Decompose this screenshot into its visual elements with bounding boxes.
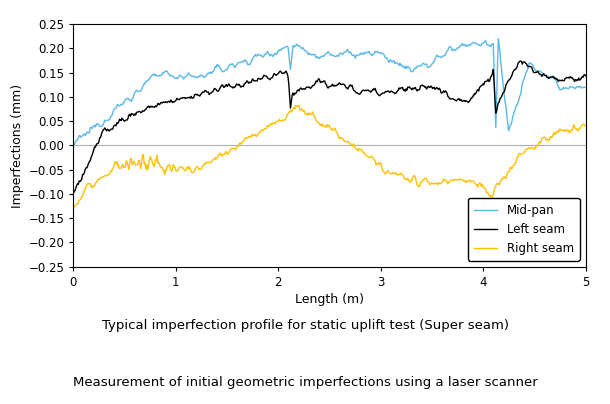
Right seam bbox=[582, 124, 589, 128]
X-axis label: Length (m): Length (m) bbox=[295, 293, 364, 306]
Left seam bbox=[160, 100, 168, 105]
Right seam bbox=[456, 177, 464, 181]
Mid-pan bbox=[70, 143, 77, 148]
Mid-pan bbox=[412, 65, 419, 70]
Mid-pan bbox=[201, 74, 209, 79]
Right seam bbox=[70, 205, 77, 210]
Mid-pan bbox=[301, 48, 309, 53]
Right seam bbox=[160, 168, 168, 173]
Left seam bbox=[301, 87, 309, 92]
Right seam bbox=[412, 179, 420, 184]
Left seam bbox=[412, 85, 419, 90]
Line: Right seam: Right seam bbox=[73, 105, 586, 208]
Text: Measurement of initial geometric imperfections using a laser scanner: Measurement of initial geometric imperfe… bbox=[73, 376, 537, 389]
Line: Left seam: Left seam bbox=[73, 61, 586, 194]
Left seam bbox=[582, 74, 589, 78]
Right seam bbox=[201, 162, 209, 167]
Left seam bbox=[201, 88, 209, 93]
Left seam bbox=[455, 97, 462, 101]
Left seam bbox=[371, 86, 379, 91]
Text: Typical imperfection profile for static uplift test (Super seam): Typical imperfection profile for static … bbox=[101, 319, 509, 332]
Mid-pan bbox=[160, 71, 168, 76]
Mid-pan bbox=[495, 36, 502, 41]
Mid-pan bbox=[455, 46, 462, 50]
Right seam bbox=[372, 162, 379, 167]
Left seam bbox=[517, 59, 524, 63]
Mid-pan bbox=[582, 85, 589, 90]
Y-axis label: Imperfections (mm): Imperfections (mm) bbox=[11, 83, 24, 208]
Right seam bbox=[302, 112, 309, 116]
Line: Mid-pan: Mid-pan bbox=[73, 38, 586, 145]
Left seam bbox=[70, 192, 77, 197]
Legend: Mid-pan, Left seam, Right seam: Mid-pan, Left seam, Right seam bbox=[468, 198, 580, 261]
Right seam bbox=[295, 103, 302, 108]
Mid-pan bbox=[371, 49, 379, 54]
